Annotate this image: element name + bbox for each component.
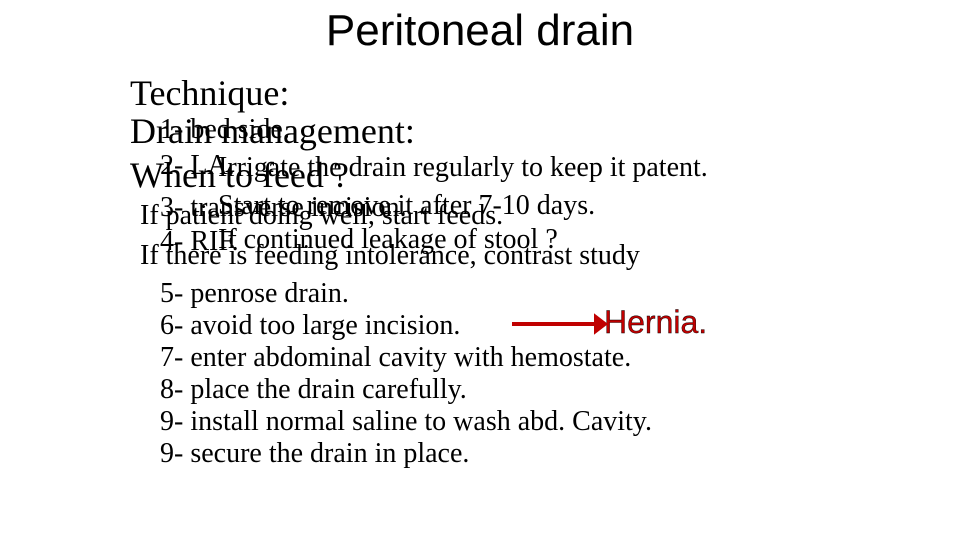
- drain-management-heading: Drain management:: [130, 110, 415, 152]
- technique-heading: Technique:: [130, 72, 289, 114]
- technique-line: 7- enter abdominal cavity with hemostate…: [160, 342, 631, 374]
- technique-line: 6- avoid too large incision.: [160, 310, 460, 342]
- arrow-icon: [510, 308, 612, 340]
- when-to-feed-line: If there is feeding intolerance, contras…: [140, 240, 640, 272]
- slide: Peritoneal drain Technique: 1- bed side.…: [0, 0, 960, 540]
- when-to-feed-line: If patient doing well, start feeds.: [140, 200, 503, 232]
- technique-line: 9- install normal saline to wash abd. Ca…: [160, 406, 652, 438]
- hernia-label: Hernia.: [604, 304, 707, 341]
- technique-line: 9- secure the drain in place.: [160, 438, 469, 470]
- when-to-feed-heading: When to feed ?: [130, 154, 349, 196]
- slide-title: Peritoneal drain: [0, 6, 960, 56]
- technique-line: 8- place the drain carefully.: [160, 374, 467, 406]
- technique-line: 5- penrose drain.: [160, 278, 349, 310]
